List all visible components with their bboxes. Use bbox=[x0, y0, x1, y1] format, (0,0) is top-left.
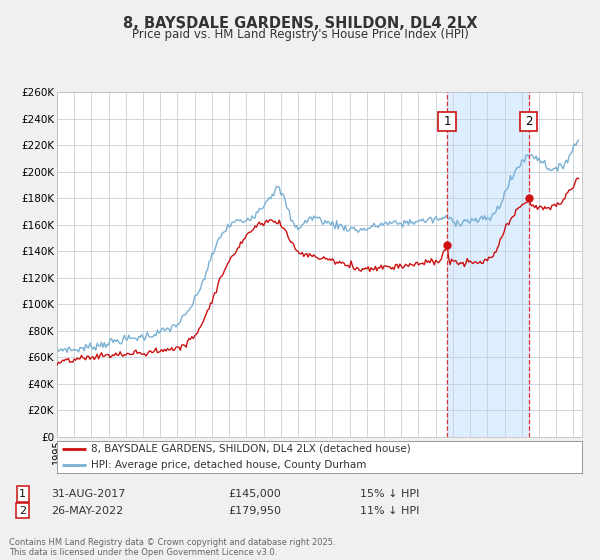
Text: 1: 1 bbox=[19, 489, 26, 499]
Text: 8, BAYSDALE GARDENS, SHILDON, DL4 2LX: 8, BAYSDALE GARDENS, SHILDON, DL4 2LX bbox=[123, 16, 477, 31]
FancyBboxPatch shape bbox=[439, 112, 456, 131]
Text: 2: 2 bbox=[525, 115, 532, 128]
Text: 31-AUG-2017: 31-AUG-2017 bbox=[51, 489, 125, 499]
Text: Price paid vs. HM Land Registry's House Price Index (HPI): Price paid vs. HM Land Registry's House … bbox=[131, 28, 469, 41]
Text: 11% ↓ HPI: 11% ↓ HPI bbox=[360, 506, 419, 516]
Text: £145,000: £145,000 bbox=[228, 489, 281, 499]
Text: 8, BAYSDALE GARDENS, SHILDON, DL4 2LX (detached house): 8, BAYSDALE GARDENS, SHILDON, DL4 2LX (d… bbox=[91, 444, 411, 454]
Text: HPI: Average price, detached house, County Durham: HPI: Average price, detached house, Coun… bbox=[91, 460, 367, 470]
Text: 15% ↓ HPI: 15% ↓ HPI bbox=[360, 489, 419, 499]
Text: Contains HM Land Registry data © Crown copyright and database right 2025.
This d: Contains HM Land Registry data © Crown c… bbox=[9, 538, 335, 557]
Text: 26-MAY-2022: 26-MAY-2022 bbox=[51, 506, 123, 516]
FancyBboxPatch shape bbox=[520, 112, 537, 131]
Text: 1: 1 bbox=[443, 115, 451, 128]
Text: 2: 2 bbox=[19, 506, 26, 516]
Bar bbox=[447, 92, 529, 437]
Text: £179,950: £179,950 bbox=[228, 506, 281, 516]
